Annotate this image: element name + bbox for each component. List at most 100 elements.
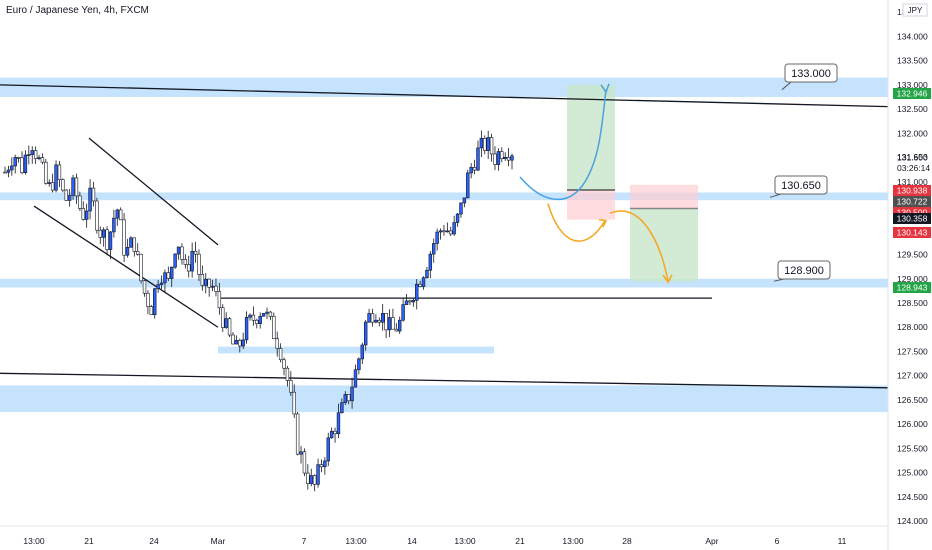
candle[interactable] xyxy=(326,437,330,462)
candle[interactable] xyxy=(350,386,354,402)
candle[interactable] xyxy=(166,272,171,279)
candle[interactable] xyxy=(20,157,24,174)
candle[interactable] xyxy=(50,182,55,191)
candle[interactable] xyxy=(340,402,344,414)
candle[interactable] xyxy=(91,187,96,202)
candle[interactable] xyxy=(30,150,34,155)
candle[interactable] xyxy=(268,311,273,317)
candle[interactable] xyxy=(360,344,364,360)
candle[interactable] xyxy=(27,154,31,156)
candle[interactable] xyxy=(336,412,341,435)
candle[interactable] xyxy=(234,340,239,345)
candle[interactable] xyxy=(122,219,126,256)
candle[interactable] xyxy=(3,171,7,174)
candle[interactable] xyxy=(74,177,79,197)
candle[interactable] xyxy=(190,250,194,272)
candle[interactable] xyxy=(462,197,467,204)
candle[interactable] xyxy=(180,246,184,260)
price-tag[interactable] xyxy=(893,282,931,293)
candle[interactable] xyxy=(78,195,82,209)
candle[interactable] xyxy=(421,277,426,287)
price-callout-box[interactable] xyxy=(784,63,838,83)
candle[interactable] xyxy=(459,202,463,215)
support-resistance-zone[interactable] xyxy=(0,278,888,288)
candle[interactable] xyxy=(248,314,252,318)
support-resistance-zone[interactable] xyxy=(218,346,494,354)
candle[interactable] xyxy=(479,138,484,149)
candle[interactable] xyxy=(61,179,65,191)
candle[interactable] xyxy=(428,253,433,271)
candle[interactable] xyxy=(221,307,225,328)
orange-projection-arrow-up[interactable] xyxy=(547,203,606,242)
candle[interactable] xyxy=(173,253,177,268)
candle[interactable] xyxy=(57,164,62,180)
candle[interactable] xyxy=(67,195,72,201)
support-resistance-zone[interactable] xyxy=(0,77,888,97)
candle[interactable] xyxy=(153,288,157,316)
candle[interactable] xyxy=(210,285,215,288)
candle[interactable] xyxy=(44,161,48,184)
candle[interactable] xyxy=(204,278,208,286)
candle[interactable] xyxy=(466,172,470,199)
candle[interactable] xyxy=(251,314,256,321)
candle[interactable] xyxy=(432,243,436,255)
candle[interactable] xyxy=(142,280,147,294)
price-tag[interactable] xyxy=(893,227,931,238)
candle[interactable] xyxy=(493,153,497,165)
candle[interactable] xyxy=(449,230,453,235)
candle[interactable] xyxy=(163,272,167,284)
candle[interactable] xyxy=(139,253,143,282)
candle[interactable] xyxy=(183,259,188,265)
candle[interactable] xyxy=(316,464,320,485)
candle[interactable] xyxy=(238,340,242,347)
candle[interactable] xyxy=(394,328,399,332)
candle[interactable] xyxy=(333,430,337,435)
candle[interactable] xyxy=(306,472,310,484)
price-callout-box[interactable] xyxy=(774,175,828,195)
candle[interactable] xyxy=(510,155,514,161)
candle[interactable] xyxy=(384,313,388,331)
candle[interactable] xyxy=(16,157,21,159)
candle[interactable] xyxy=(81,208,85,220)
candle[interactable] xyxy=(295,413,300,455)
candle[interactable] xyxy=(353,369,358,388)
candle[interactable] xyxy=(278,348,283,361)
short-position-stop-zone[interactable] xyxy=(630,184,698,209)
candle[interactable] xyxy=(319,464,324,468)
candle[interactable] xyxy=(159,282,164,285)
candle[interactable] xyxy=(391,317,395,330)
candle[interactable] xyxy=(23,154,28,174)
candle[interactable] xyxy=(71,177,75,196)
candle[interactable] xyxy=(112,217,116,233)
candle[interactable] xyxy=(506,157,511,161)
candle[interactable] xyxy=(272,315,276,340)
currency-badge[interactable] xyxy=(902,3,928,17)
candle[interactable] xyxy=(132,237,137,252)
candle[interactable] xyxy=(496,151,501,165)
candle[interactable] xyxy=(323,460,327,468)
price-tag[interactable] xyxy=(893,196,931,207)
candle[interactable] xyxy=(357,358,361,371)
candle[interactable] xyxy=(217,291,222,309)
candle[interactable] xyxy=(483,138,487,151)
candle[interactable] xyxy=(197,253,201,275)
trendline[interactable] xyxy=(0,372,889,389)
candle[interactable] xyxy=(309,475,313,484)
candle[interactable] xyxy=(258,315,262,324)
candle[interactable] xyxy=(10,165,14,171)
candle[interactable] xyxy=(193,250,198,255)
bearish-projection-arrow[interactable] xyxy=(609,210,669,282)
candle[interactable] xyxy=(312,475,317,485)
candle[interactable] xyxy=(380,313,385,323)
candle[interactable] xyxy=(125,247,130,256)
candle[interactable] xyxy=(418,283,422,287)
candle[interactable] xyxy=(387,317,392,331)
candle[interactable] xyxy=(275,338,279,349)
candle[interactable] xyxy=(207,278,211,288)
trendline[interactable] xyxy=(33,205,219,328)
candle[interactable] xyxy=(115,209,119,219)
candle[interactable] xyxy=(438,230,443,233)
candle[interactable] xyxy=(408,300,412,303)
candle[interactable] xyxy=(244,316,249,341)
